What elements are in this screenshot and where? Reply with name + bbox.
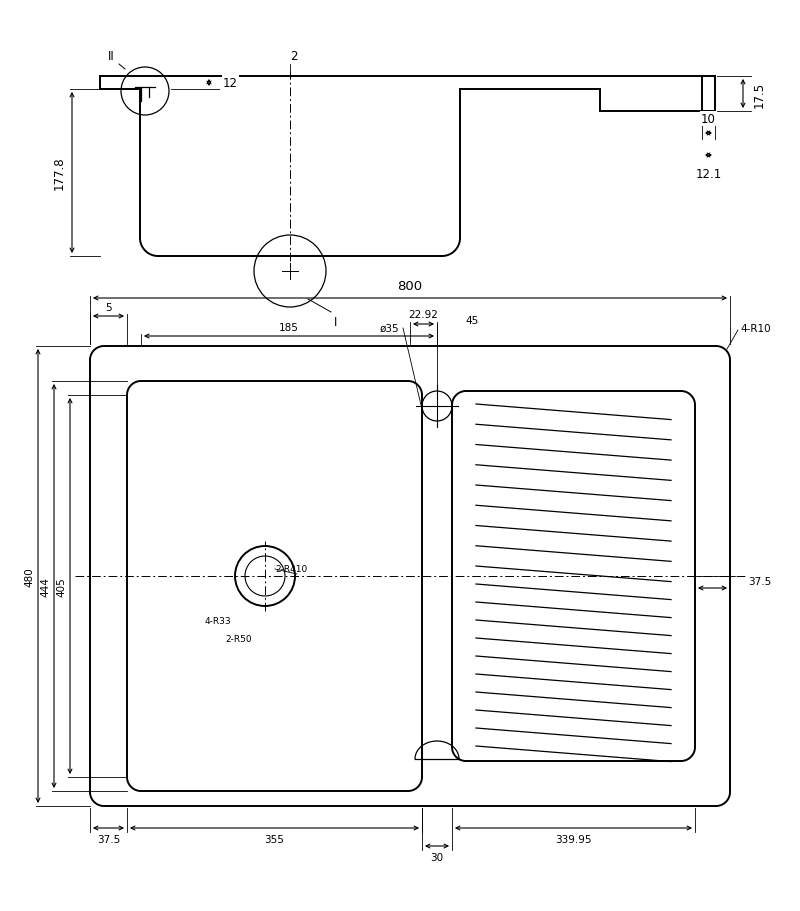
Text: 2-R410: 2-R410 [275, 564, 307, 573]
Text: 12: 12 [223, 77, 238, 90]
Text: I: I [334, 315, 338, 329]
Text: 355: 355 [265, 834, 285, 844]
Text: 4-R33: 4-R33 [205, 617, 232, 626]
Text: 800: 800 [398, 280, 422, 292]
Text: 185: 185 [279, 322, 299, 333]
Text: 5: 5 [105, 302, 112, 312]
Text: 17.5: 17.5 [753, 81, 766, 107]
Text: 10: 10 [701, 113, 716, 126]
Text: ø35: ø35 [379, 323, 399, 333]
Text: 22.92: 22.92 [409, 310, 438, 320]
Text: 444: 444 [40, 577, 50, 597]
Text: 37.5: 37.5 [748, 577, 771, 587]
Text: 30: 30 [430, 852, 443, 862]
Text: 405: 405 [56, 577, 66, 596]
Text: 2: 2 [290, 50, 298, 63]
Text: 480: 480 [24, 567, 34, 587]
Text: 177.8: 177.8 [53, 157, 66, 190]
Text: 37.5: 37.5 [97, 834, 120, 844]
Text: 4-R10: 4-R10 [740, 323, 770, 333]
Text: 45: 45 [465, 315, 478, 325]
Text: 339.95: 339.95 [555, 834, 592, 844]
Text: II: II [108, 50, 115, 63]
Text: 12.1: 12.1 [695, 168, 722, 180]
Text: 2-R50: 2-R50 [225, 634, 252, 643]
